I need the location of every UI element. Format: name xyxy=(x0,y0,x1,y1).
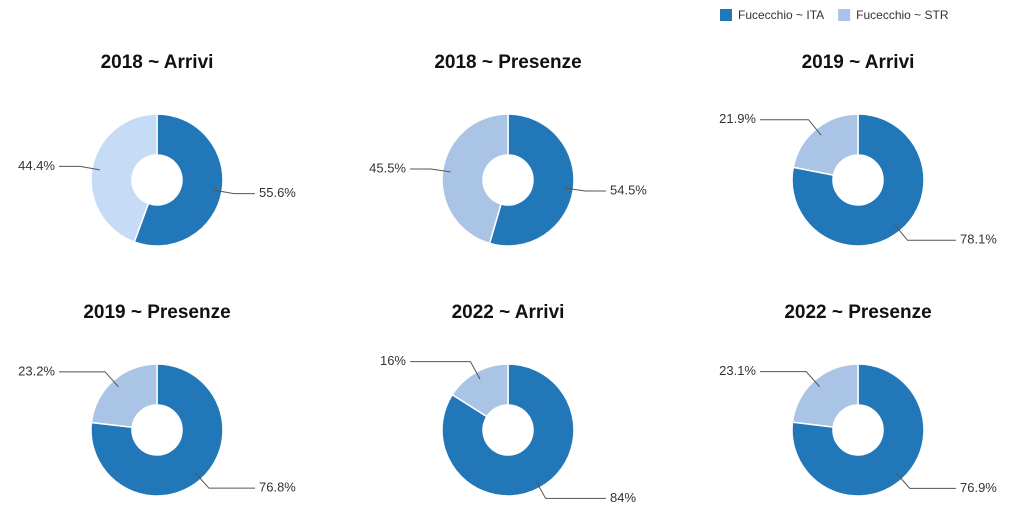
donut-slice xyxy=(90,113,158,243)
value-label: 44.4% xyxy=(18,158,55,173)
leader-line xyxy=(59,371,119,388)
value-label: 23.1% xyxy=(719,363,756,378)
leader-line xyxy=(410,361,481,380)
leader-line xyxy=(214,189,255,195)
legend-swatch xyxy=(720,9,732,21)
value-label: 16% xyxy=(380,353,406,368)
value-label: 45.5% xyxy=(369,160,406,175)
chart-title: 2019 ~ Presenze xyxy=(83,302,230,323)
chart-title: 2022 ~ Presenze xyxy=(784,302,931,323)
value-label: 78.1% xyxy=(960,232,997,247)
value-label: 23.2% xyxy=(18,363,55,378)
legend-label: Fucecchio ~ STR xyxy=(856,8,949,22)
donut-slice xyxy=(791,363,925,497)
donut-slice xyxy=(133,113,224,247)
value-label: 76.9% xyxy=(960,480,997,495)
donut-slice xyxy=(792,113,859,177)
legend-label: Fucecchio ~ ITA xyxy=(738,8,824,22)
leader-line xyxy=(565,187,606,192)
leader-line xyxy=(535,480,606,499)
leader-line xyxy=(760,119,822,136)
value-label: 76.8% xyxy=(259,480,296,495)
donut-slice xyxy=(791,363,859,428)
donut-slice xyxy=(90,363,224,497)
leader-line xyxy=(59,165,100,171)
value-label: 54.5% xyxy=(610,182,647,197)
chart-title: 2022 ~ Arrivi xyxy=(452,302,565,323)
donut-slice xyxy=(451,363,509,418)
donut-slice xyxy=(441,113,509,245)
value-label: 84% xyxy=(610,490,636,505)
donut-slice xyxy=(90,363,158,429)
legend-swatch xyxy=(838,9,851,21)
chart-title: 2019 ~ Arrivi xyxy=(802,52,915,73)
donut-slice xyxy=(441,363,575,497)
donut-slice xyxy=(791,113,925,247)
leader-line xyxy=(195,472,255,489)
chart-title: 2018 ~ Arrivi xyxy=(101,52,214,73)
leader-line xyxy=(894,224,956,241)
leader-line xyxy=(410,168,451,173)
donut-slice xyxy=(488,113,575,247)
value-label: 21.9% xyxy=(719,111,756,126)
leader-line xyxy=(760,371,820,387)
value-label: 55.6% xyxy=(259,185,296,200)
leader-line xyxy=(896,473,956,489)
chart-title: 2018 ~ Presenze xyxy=(434,52,581,73)
